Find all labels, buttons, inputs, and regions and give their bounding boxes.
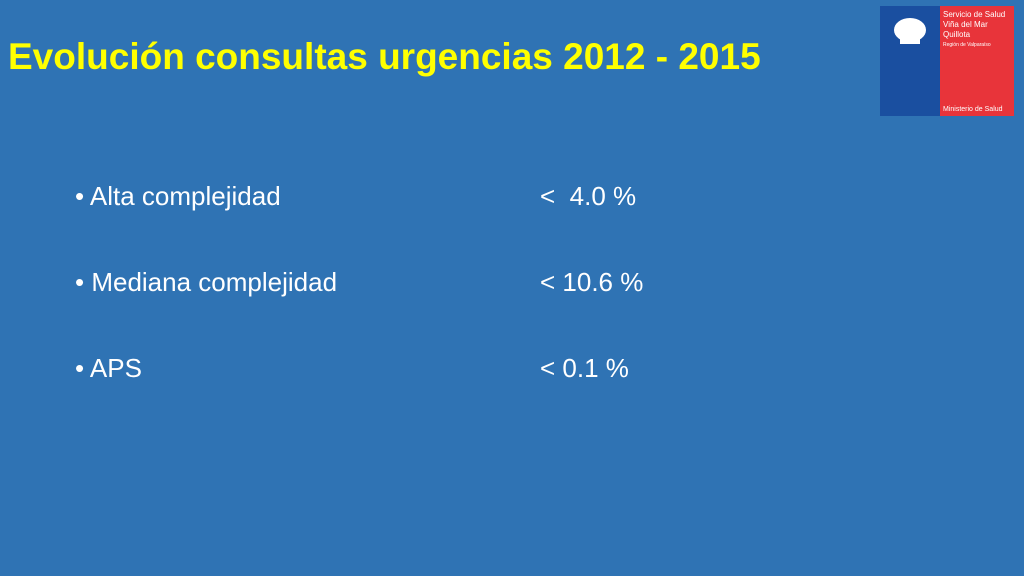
- item-value: < 0.1 %: [540, 353, 629, 383]
- bullet-item: • Mediana complejidad: [75, 267, 337, 298]
- logo-region: Región de Valparaíso: [943, 42, 991, 48]
- bullet-item: • Alta complejidad: [75, 181, 281, 212]
- bullet: •: [75, 267, 92, 297]
- emblem-shape: [894, 18, 926, 42]
- logo: Servicio de Salud Viña del Mar Quillota …: [880, 6, 1014, 116]
- item-value: < 4.0 %: [540, 181, 637, 211]
- logo-line: Servicio de Salud: [943, 10, 1006, 19]
- item-value: < 10.6 %: [540, 267, 644, 297]
- logo-emblem-panel: [880, 6, 940, 116]
- bullet-item: • APS: [75, 353, 142, 384]
- item-label: Mediana complejidad: [91, 267, 338, 297]
- title: Evolución consultas urgencias 2012 - 201…: [8, 36, 761, 77]
- item-label: Alta complejidad: [89, 181, 281, 211]
- bullet: •: [75, 353, 90, 383]
- logo-line: Viña del Mar: [943, 20, 988, 29]
- item-label: APS: [89, 353, 142, 383]
- bullet: •: [75, 181, 90, 211]
- logo-ministry: Ministerio de Salud: [943, 106, 1003, 113]
- emblem: [894, 18, 926, 44]
- logo-text-panel: Servicio de Salud Viña del Mar Quillota …: [940, 6, 1014, 116]
- emblem-base: [900, 38, 920, 44]
- logo-line: Quillota: [943, 30, 971, 39]
